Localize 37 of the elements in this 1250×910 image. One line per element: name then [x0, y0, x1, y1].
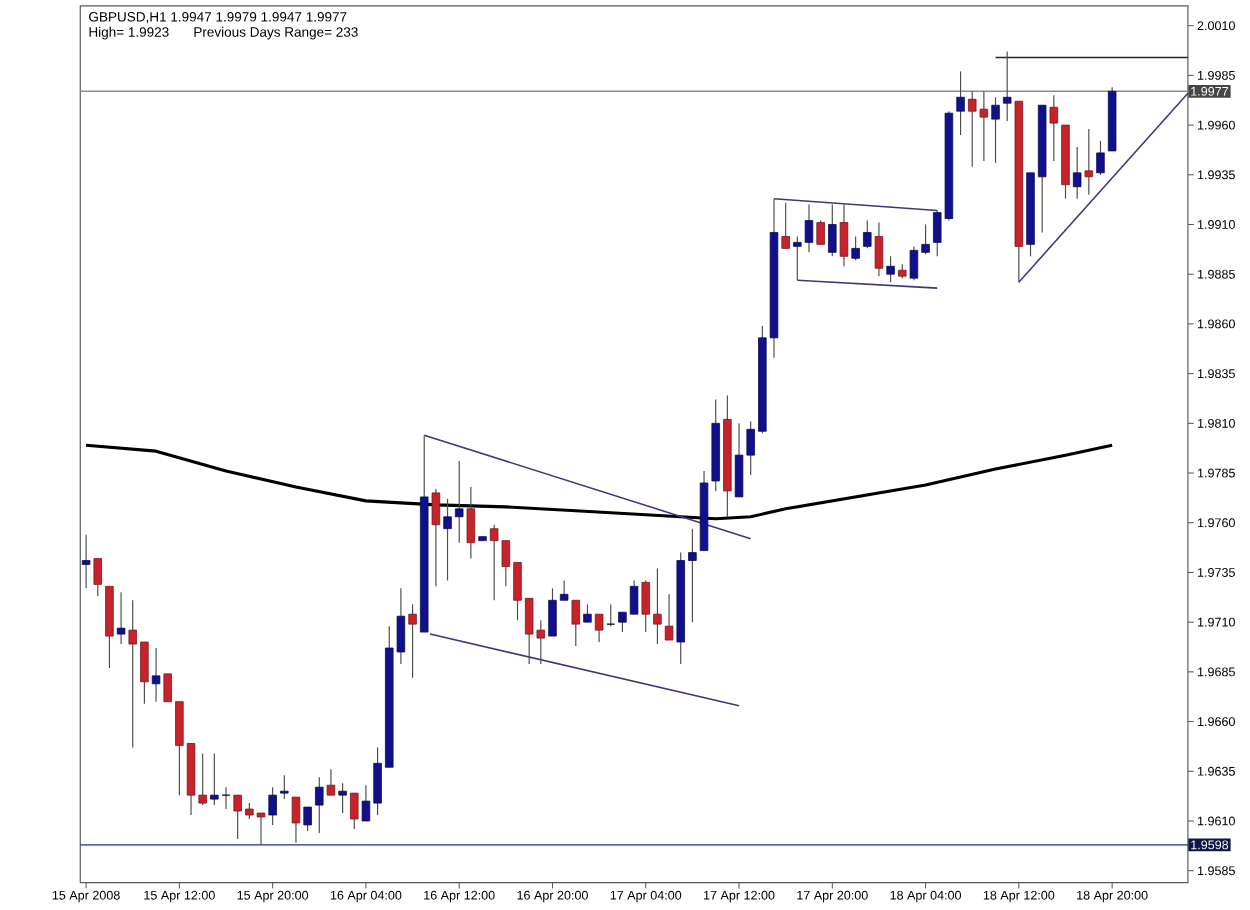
candlestick — [210, 752, 219, 806]
candlestick — [93, 558, 102, 597]
candlestick — [326, 768, 336, 796]
candlestick — [350, 792, 359, 830]
candlestick — [991, 96, 1000, 164]
candlestick — [280, 774, 289, 800]
candlestick — [163, 673, 172, 703]
candlestick — [828, 204, 837, 257]
candlestick — [303, 806, 312, 832]
candlestick — [839, 204, 849, 267]
candlestick — [1072, 146, 1082, 200]
candlestick — [466, 486, 476, 560]
candlestick — [886, 255, 895, 283]
candlestick — [594, 613, 604, 643]
candlestick — [315, 776, 324, 834]
candlestick — [1002, 51, 1012, 122]
candlestick — [1084, 128, 1094, 196]
candlestick — [781, 202, 790, 250]
candlestick — [1049, 94, 1059, 162]
candlestick — [151, 647, 161, 703]
candlestick — [221, 786, 231, 810]
candlestick — [81, 534, 91, 590]
candlestick — [268, 786, 277, 826]
candlestick — [956, 70, 965, 136]
candlestick — [431, 488, 441, 588]
candlestick — [571, 599, 581, 647]
candlestick — [291, 796, 301, 844]
candlestick — [816, 220, 825, 246]
candlestick — [116, 591, 126, 645]
candlestick — [874, 222, 884, 277]
candlestick — [1096, 140, 1105, 176]
candlestick — [606, 603, 616, 627]
candlestick — [851, 235, 860, 261]
candlestick — [338, 782, 347, 814]
candlestick — [664, 593, 674, 641]
candlestick — [863, 220, 872, 250]
candlestick — [408, 603, 417, 679]
